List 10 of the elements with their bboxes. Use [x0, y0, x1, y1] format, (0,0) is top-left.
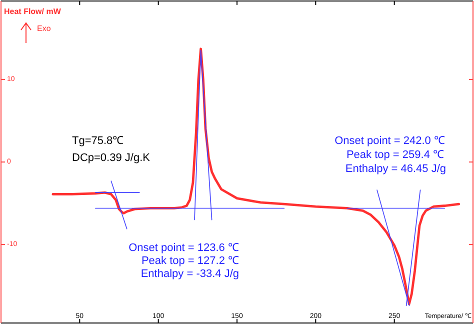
annotation: Tg=75.8℃ — [72, 135, 124, 147]
annotation: Enthalpy = -33.4 J/g — [140, 268, 239, 280]
y-axis-title: Heat Flow/ mW — [4, 7, 62, 16]
annotation: Enthalpy = 46.45 J/g — [345, 163, 446, 175]
annotation: Onset point = 242.0 ℃ — [334, 135, 445, 147]
annotation: Peak top = 127.2 ℃ — [141, 255, 239, 267]
annotation: Exo — [37, 24, 52, 33]
annotation: Onset point = 123.6 ℃ — [128, 242, 239, 254]
annotation: Peak top = 259.4 ℃ — [346, 149, 444, 161]
annotation: DCp=0.39 J/g.K — [72, 152, 151, 164]
